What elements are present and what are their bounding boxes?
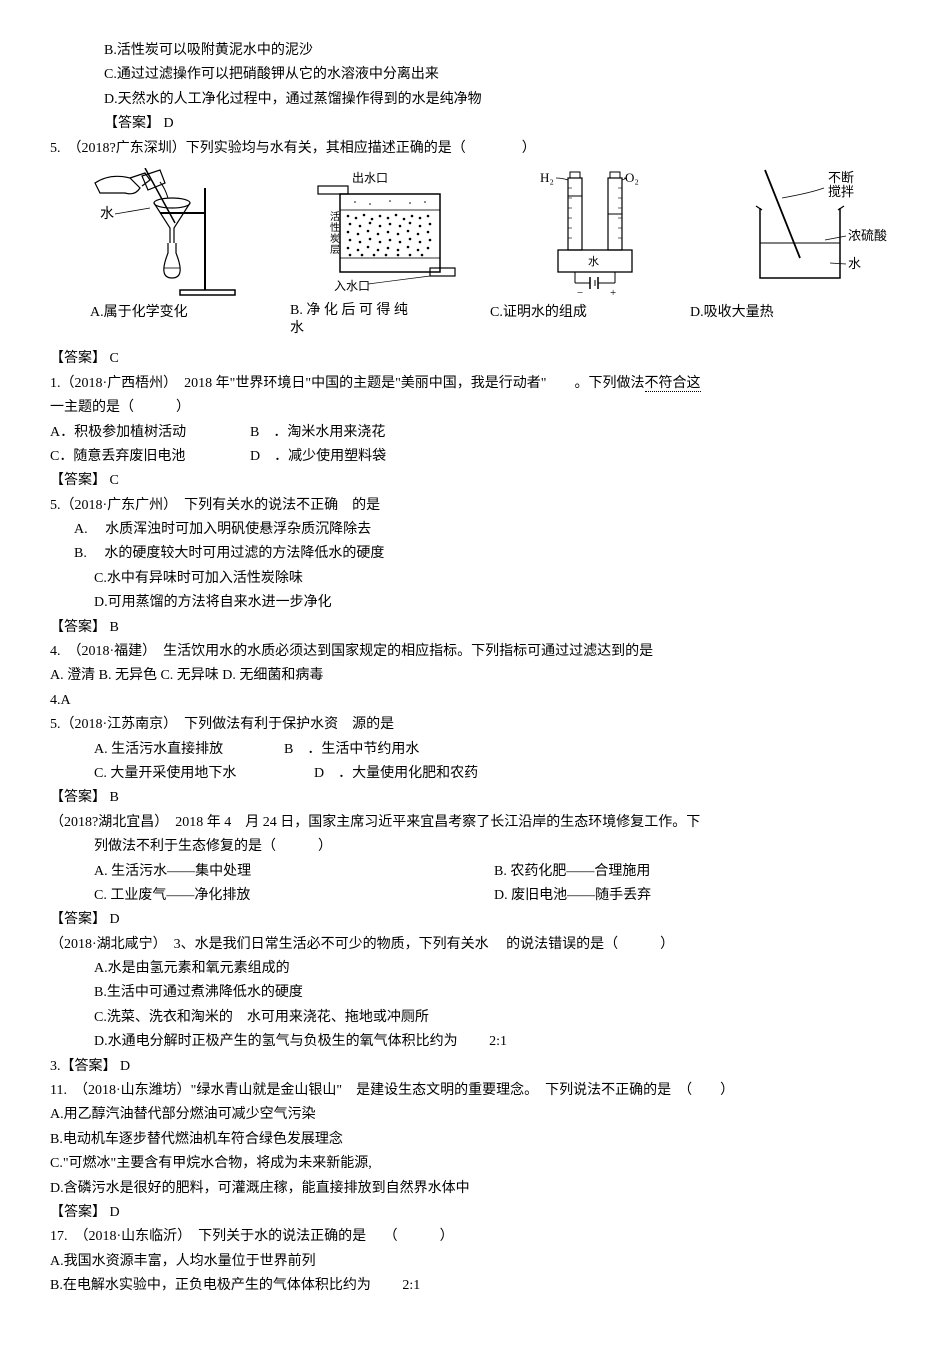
opt-d: D.可用蒸馏的方法将自来水进一步净化 <box>50 592 900 614</box>
figure-3: H₂ O₂ <box>520 168 670 298</box>
svg-text:炭: 炭 <box>330 233 340 245</box>
options-row: C. 工业废气——净化排放 D. 废旧电池——随手丢弃 <box>50 885 900 907</box>
answer: 【答案】 C <box>50 348 900 370</box>
opt-d: D.天然水的人工净化过程中，通过蒸馏操作得到的水是纯净物 <box>50 89 900 111</box>
opt-a: A.水是由氢元素和氧元素组成的 <box>50 958 900 980</box>
svg-text:层: 层 <box>330 244 340 256</box>
opt-c: C．随意丢弃废旧电池 <box>50 446 250 468</box>
opt-c: C.证明水的组成 <box>490 302 690 338</box>
opt-b: B. 农药化肥——合理施用 <box>494 861 794 883</box>
opt-a: A．积极参加植树活动 <box>50 422 250 444</box>
opt-b: B. 水的硬度较大时可用过滤的方法降低水的硬度 <box>50 543 900 565</box>
opt-d: D.水通电分解时正极产生的氢气与负极生的氧气体积比约为 2:1 <box>50 1031 900 1053</box>
svg-text:性: 性 <box>330 221 340 234</box>
svg-text:水: 水 <box>588 255 599 268</box>
carbon-label: 活 <box>330 211 340 223</box>
options-inline: A. 澄清 B. 无异色 C. 无异味 D. 无细菌和病毒 <box>50 665 900 687</box>
options-row: A. 生活污水——集中处理 B. 农药化肥——合理施用 <box>50 861 900 883</box>
answer: 【答案】 D <box>50 909 900 931</box>
opt-d: D.吸收大量热 <box>690 302 890 338</box>
question-stem: 5.（2018·江苏南京） 下列做法有利于保护水资 源的是 <box>50 714 900 736</box>
opt-b: B ．生活中节约用水 <box>284 739 419 761</box>
figures-row: 水 出水口 <box>90 168 900 298</box>
answer: 【答案】 C <box>50 470 900 492</box>
question-stem-line2: 一主题的是（ ） <box>50 397 900 419</box>
svg-text:−: − <box>577 287 583 298</box>
question-stem: 17. （2018·山东临沂） 下列关于水的说法正确的是 （ ） <box>50 1226 900 1248</box>
opt-b: B. 净 化 后 可 得 纯 水 <box>290 302 490 338</box>
outlet-label: 出水口 <box>352 171 388 185</box>
answer: 4.A <box>50 690 900 712</box>
question-stem: （2018·湖北咸宁） 3、水是我们日常生活必不可少的物质，下列有关水 的说法错… <box>50 934 900 956</box>
opt-c: C. 大量开采使用地下水 <box>94 763 314 785</box>
stir-label: 不断 <box>828 170 854 185</box>
opt-d: D.含磷污水是很好的肥料，可灌溉庄稼，能直接排放到自然界水体中 <box>50 1178 900 1200</box>
acid-label: 浓硫酸 <box>848 228 887 243</box>
water-label: 水 <box>100 206 114 222</box>
o2-label: O₂ <box>625 170 639 185</box>
opt-b: B.活性炭可以吸附黄泥水中的泥沙 <box>50 40 900 62</box>
opt-d: D. 废旧电池——随手丢弃 <box>494 885 794 907</box>
figure-1: 水 <box>90 168 240 298</box>
question-stem: 5. （2018?广东深圳）下列实验均与水有关，其相应描述正确的是（ ） <box>50 138 900 160</box>
answer: 【答案】 D <box>50 1202 900 1224</box>
question-stem: 5.（2018·广东广州） 下列有关水的说法不正确 的是 <box>50 495 900 517</box>
opt-b: B.生活中可通过煮沸降低水的硬度 <box>50 982 900 1004</box>
opt-a: A.我国水资源丰富，人均水量位于世界前列 <box>50 1251 900 1273</box>
water-label-2: 水 <box>848 256 861 271</box>
opt-c: C.通过过滤操作可以把硝酸钾从它的水溶液中分离出来 <box>50 64 900 86</box>
figure-4: 不断 搅拌 浓硫酸 水 <box>730 168 900 298</box>
question-stem: 4. （2018·福建） 生活饮用水的水质必须达到国家规定的相应指标。下列指标可… <box>50 641 900 663</box>
question-stem: 11. （2018·山东潍坊）"绿水青山就是金山银山" 是建设生态文明的重要理念… <box>50 1080 900 1102</box>
options-row: A．积极参加植树活动 B ．淘米水用来浇花 <box>50 422 900 444</box>
opt-c: C.水中有异味时可加入活性炭除味 <box>50 568 900 590</box>
opt-a: A.用乙醇汽油替代部分燃油可减少空气污染 <box>50 1104 900 1126</box>
question-stem: 1.（2018·广西梧州） 2018 年"世界环境日"中国的主题是"美丽中国，我… <box>50 373 900 395</box>
options-row: C．随意丢弃废旧电池 D ．减少使用塑料袋 <box>50 446 900 468</box>
inlet-label: 入水口 <box>334 279 370 293</box>
question-stem-line2: 列做法不利于生态修复的是（ ） <box>50 836 900 858</box>
svg-text:+: + <box>610 287 616 298</box>
opt-c: C.洗菜、洗衣和淘米的 水可用来浇花、拖地或冲厕所 <box>50 1007 900 1029</box>
opt-a: A. 水质浑浊时可加入明矾使悬浮杂质沉降除去 <box>50 519 900 541</box>
options-row: C. 大量开采使用地下水 D ．大量使用化肥和农药 <box>50 763 900 785</box>
options-row: A.属于化学变化 B. 净 化 后 可 得 纯 水 C.证明水的组成 D.吸收大… <box>90 302 900 338</box>
answer: 【答案】 B <box>50 787 900 809</box>
opt-d: D ．减少使用塑料袋 <box>250 446 470 468</box>
svg-text:搅拌: 搅拌 <box>828 184 854 199</box>
opt-b: B.在电解水实验中，正负电极产生的气体体积比约为 2:1 <box>50 1275 900 1297</box>
options-row: A. 生活污水直接排放 B ．生活中节约用水 <box>50 739 900 761</box>
answer: 【答案】 D <box>50 113 900 135</box>
opt-a: A. 生活污水——集中处理 <box>94 861 494 883</box>
figure-2: 出水口 活 性 炭 层 <box>300 168 460 298</box>
h2-label: H₂ <box>540 170 554 185</box>
opt-d: D ．大量使用化肥和农药 <box>314 763 478 785</box>
answer: 【答案】 B <box>50 617 900 639</box>
opt-a: A. 生活污水直接排放 <box>94 739 284 761</box>
opt-c: C."可燃冰"主要含有甲烷水合物，将成为未来新能源, <box>50 1153 900 1175</box>
opt-b: B ．淘米水用来浇花 <box>250 422 470 444</box>
opt-b: B.电动机车逐步替代燃油机车符合绿色发展理念 <box>50 1129 900 1151</box>
answer: 3.【答案】 D <box>50 1056 900 1078</box>
opt-c: C. 工业废气——净化排放 <box>94 885 494 907</box>
question-stem: （2018?湖北宜昌） 2018 年 4 月 24 日，国家主席习近平来宜昌考察… <box>50 812 900 834</box>
opt-a: A.属于化学变化 <box>90 302 290 338</box>
